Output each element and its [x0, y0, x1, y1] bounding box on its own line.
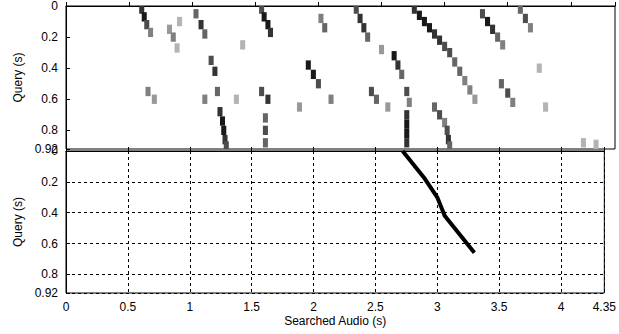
svg-text:2.5: 2.5	[367, 300, 384, 314]
svg-text:4.35: 4.35	[593, 300, 617, 314]
svg-text:0: 0	[51, 0, 58, 13]
svg-text:0.6: 0.6	[41, 92, 58, 106]
svg-text:1: 1	[186, 300, 193, 314]
svg-text:0.2: 0.2	[41, 30, 58, 44]
svg-text:Searched Audio (s): Searched Audio (s)	[284, 314, 386, 328]
svg-text:0.92: 0.92	[34, 142, 58, 156]
svg-text:Query (s): Query (s)	[11, 197, 25, 247]
svg-text:Query (s): Query (s)	[11, 52, 25, 102]
svg-text:0.8: 0.8	[41, 267, 58, 281]
svg-text:0: 0	[51, 144, 58, 158]
svg-text:0.4: 0.4	[41, 206, 58, 220]
svg-text:0.8: 0.8	[41, 123, 58, 137]
svg-text:0.6: 0.6	[41, 237, 58, 251]
svg-text:3.5: 3.5	[491, 300, 508, 314]
svg-text:0.92: 0.92	[35, 286, 59, 300]
svg-text:4: 4	[558, 300, 565, 314]
svg-text:1.5: 1.5	[243, 300, 260, 314]
svg-text:0.5: 0.5	[120, 300, 137, 314]
svg-text:0.2: 0.2	[41, 175, 58, 189]
svg-text:0: 0	[63, 300, 70, 314]
svg-text:0.4: 0.4	[41, 61, 58, 75]
svg-text:3: 3	[434, 300, 441, 314]
svg-text:2: 2	[310, 300, 317, 314]
